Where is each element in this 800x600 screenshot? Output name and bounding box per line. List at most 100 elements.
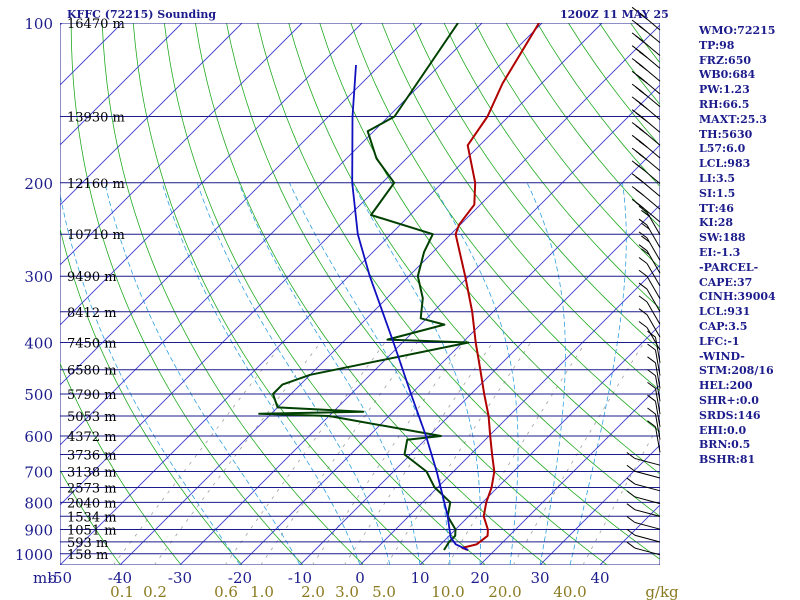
dry-adiabat — [195, 23, 547, 565]
wind-barb — [626, 464, 661, 479]
wind-barbs — [626, 6, 661, 556]
temperature-tick-label: 40 — [590, 569, 609, 587]
wind-barb — [626, 541, 661, 556]
wind-barb-flag — [638, 153, 648, 161]
wind-barb-flag — [647, 343, 656, 351]
mixing-ratio-line — [153, 342, 321, 565]
stat-item: LCL:983 — [699, 157, 751, 171]
wind-barb-flag — [638, 76, 648, 84]
dry-adiabat — [70, 23, 304, 565]
wind-barb-flag — [635, 201, 644, 209]
wind-barb — [631, 6, 661, 31]
dry-adiabat — [443, 23, 660, 310]
wind-barb — [638, 269, 661, 300]
height-label: 8412 m — [67, 306, 117, 321]
wind-barb — [626, 528, 661, 543]
wind-barb — [631, 122, 661, 146]
wind-barb-flag — [638, 205, 648, 213]
isotherm-line — [60, 23, 243, 206]
moist-adiabat — [526, 182, 566, 565]
mixing-ratio-tick-label: 0.2 — [143, 583, 167, 600]
sounding-traces — [258, 23, 540, 551]
sounding-indices-list: WMO:72215 TP:98 FRZ:650 WB0:684 PW:1.23 RH:66… — [699, 24, 776, 468]
wind-barb-staff — [634, 457, 661, 466]
stat-item: WB0:684 — [699, 68, 756, 82]
height-label: 1534 m — [67, 510, 117, 525]
isotherm-line — [479, 384, 660, 565]
dry-adiabat — [101, 23, 365, 565]
wind-barb-staff — [634, 470, 661, 479]
height-label: 4372 m — [67, 430, 117, 445]
dry-adiabat — [381, 23, 660, 392]
wind-barb-flag — [647, 330, 656, 338]
dry-adiabat — [60, 227, 243, 565]
wind-barb-flag — [647, 369, 656, 376]
dry-adiabat — [0, 23, 60, 565]
stat-item: LFC:-1 — [699, 334, 740, 348]
wind-barb-flag — [638, 218, 648, 226]
dewpoint-trace — [258, 23, 470, 551]
height-label: 10710 m — [67, 228, 125, 243]
wind-barb-staff — [646, 288, 661, 312]
wind-barb — [626, 503, 661, 517]
wind-barb-flag — [638, 102, 648, 110]
wind-barb — [638, 321, 661, 351]
dry-adiabat — [60, 362, 182, 565]
dry-adiabat — [132, 23, 425, 565]
stat-item: PW:1.23 — [699, 83, 750, 97]
wind-barb — [631, 198, 661, 223]
wind-barb-flag — [638, 282, 648, 290]
mixing-ratio-line — [386, 342, 531, 565]
stat-item: SI:1.5 — [699, 186, 736, 200]
moist-adiabat — [161, 182, 361, 565]
wind-barb-staff — [646, 314, 661, 338]
wind-barb-flag — [641, 248, 650, 256]
chart-background-lines — [0, 23, 660, 565]
stat-item: LI:3.5 — [699, 171, 736, 185]
wind-barb — [631, 134, 661, 159]
temperature-tick-label: 20 — [470, 569, 489, 587]
moist-adiabat — [238, 182, 421, 565]
pressure-tick-label: 700 — [24, 464, 53, 482]
wind-barb — [631, 32, 661, 56]
isotherm-line — [60, 23, 543, 506]
height-label: 9490 m — [67, 270, 117, 285]
wind-barb — [647, 369, 661, 402]
wind-barb-staff — [654, 413, 661, 440]
stat-item: MAXT:25.3 — [699, 112, 767, 126]
isotherm-line — [60, 23, 423, 386]
wind-barb — [647, 356, 661, 389]
wind-barb-staff — [634, 547, 661, 556]
wind-barb — [631, 160, 661, 184]
stat-item: CAPE:37 — [699, 275, 753, 289]
stat-item: EHI:0.0 — [699, 423, 747, 437]
isotherm-line — [60, 23, 363, 326]
moist-adiabat — [569, 182, 627, 565]
wind-barb-staff — [654, 401, 661, 427]
wind-barb — [647, 343, 661, 376]
stat-item: CAP:3.5 — [699, 319, 748, 333]
wind-barb-flag — [638, 269, 648, 277]
plot-frame — [60, 23, 660, 565]
wind-barb-staff — [634, 534, 661, 543]
wind-barb-flag — [638, 321, 648, 328]
wind-barb — [626, 452, 661, 466]
wind-barb — [638, 231, 661, 261]
dry-adiabat — [474, 23, 660, 269]
stat-item: TT:46 — [699, 201, 734, 215]
temperature-tick-label: 30 — [530, 569, 549, 587]
parcel-trace — [351, 64, 469, 551]
stat-item: BRN:0.5 — [699, 438, 751, 452]
wind-barb-flag — [638, 295, 648, 303]
wind-barb — [647, 420, 661, 453]
pressure-tick-label: 500 — [24, 386, 53, 404]
wind-barb — [638, 257, 661, 287]
wind-barb — [631, 173, 661, 197]
height-label: 2040 m — [67, 496, 117, 511]
pressure-tick-label: 900 — [24, 521, 53, 539]
wind-barb-flag — [638, 25, 648, 33]
dry-adiabat — [412, 23, 660, 350]
isotherm-line — [239, 144, 660, 565]
mixing-ratio-line — [343, 342, 493, 565]
stat-item: SRDS:146 — [699, 408, 761, 422]
